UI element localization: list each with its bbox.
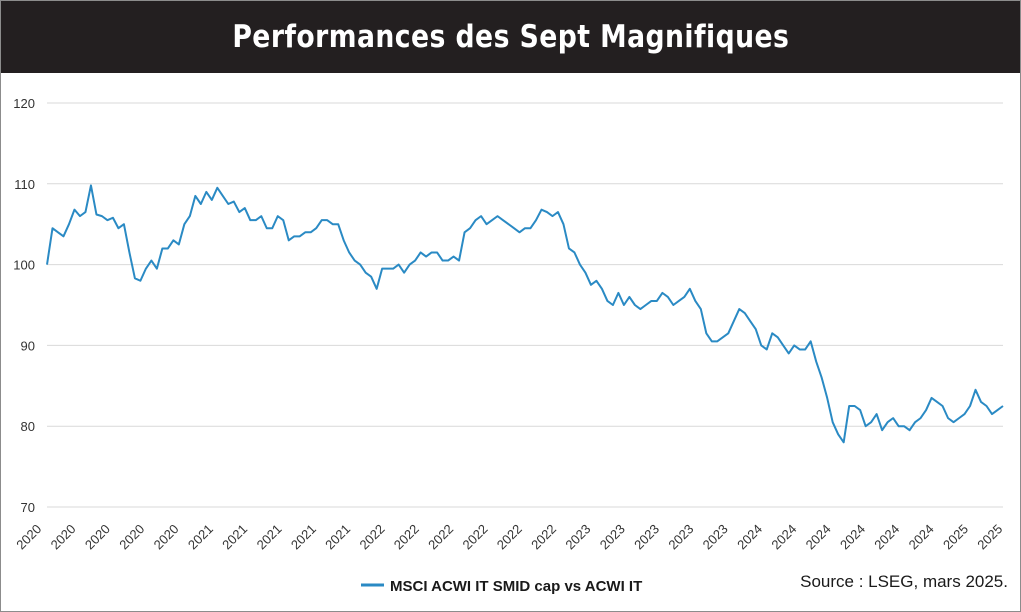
x-tick-label: 2024 xyxy=(768,521,799,552)
header-bar: Performances des Sept Magnifiques xyxy=(1,1,1020,73)
x-tick-label: 2023 xyxy=(631,521,662,552)
x-tick-label: 2023 xyxy=(700,521,731,552)
y-tick-label: 90 xyxy=(21,338,35,353)
x-axis-ticks: 2020 2020 2020 2020 2020 2021 2021 2021 2021 2021… xyxy=(13,521,1005,552)
x-tick-label: 2024 xyxy=(803,521,834,552)
x-tick-label: 2025 xyxy=(940,521,971,552)
x-tick-label: 2025 xyxy=(974,521,1005,552)
x-tick-label: 2020 xyxy=(48,521,79,552)
legend-label: MSCI ACWI IT SMID cap vs ACWI IT xyxy=(390,578,642,595)
x-tick-label: 2024 xyxy=(734,521,765,552)
x-tick-label: 2022 xyxy=(528,521,559,552)
source-note: Source : LSEG, mars 2025. xyxy=(800,572,1008,591)
y-tick-label: 100 xyxy=(13,258,35,273)
x-tick-label: 2024 xyxy=(871,521,902,552)
x-tick-label: 2022 xyxy=(391,521,422,552)
y-tick-label: 70 xyxy=(21,500,35,515)
y-tick-label: 80 xyxy=(21,419,35,434)
chart-title: Performances des Sept Magnifiques xyxy=(232,19,789,55)
x-tick-label: 2020 xyxy=(13,521,44,552)
x-tick-label: 2023 xyxy=(665,521,696,552)
y-axis-ticks: 70 80 90 100 110 120 xyxy=(13,96,35,515)
x-tick-label: 2024 xyxy=(906,521,937,552)
x-tick-label: 2022 xyxy=(459,521,490,552)
x-tick-label: 2021 xyxy=(185,521,216,552)
x-tick-label: 2023 xyxy=(597,521,628,552)
x-tick-label: 2022 xyxy=(425,521,456,552)
legend: MSCI ACWI IT SMID cap vs ACWI IT xyxy=(361,578,642,595)
x-tick-label: 2020 xyxy=(151,521,182,552)
series-layer xyxy=(46,184,1004,444)
y-tick-label: 120 xyxy=(13,96,35,111)
series-line xyxy=(46,184,1004,444)
x-tick-label: 2022 xyxy=(356,521,387,552)
y-tick-label: 110 xyxy=(14,177,35,192)
x-tick-label: 2020 xyxy=(116,521,147,552)
x-tick-label: 2021 xyxy=(219,521,250,552)
x-tick-label: 2021 xyxy=(288,521,319,552)
x-tick-label: 2022 xyxy=(494,521,525,552)
x-tick-label: 2020 xyxy=(82,521,113,552)
x-tick-label: 2021 xyxy=(254,521,285,552)
x-tick-label: 2021 xyxy=(322,521,353,552)
gridlines xyxy=(47,102,1003,508)
x-tick-label: 2024 xyxy=(837,521,868,552)
x-tick-label: 2023 xyxy=(562,521,593,552)
